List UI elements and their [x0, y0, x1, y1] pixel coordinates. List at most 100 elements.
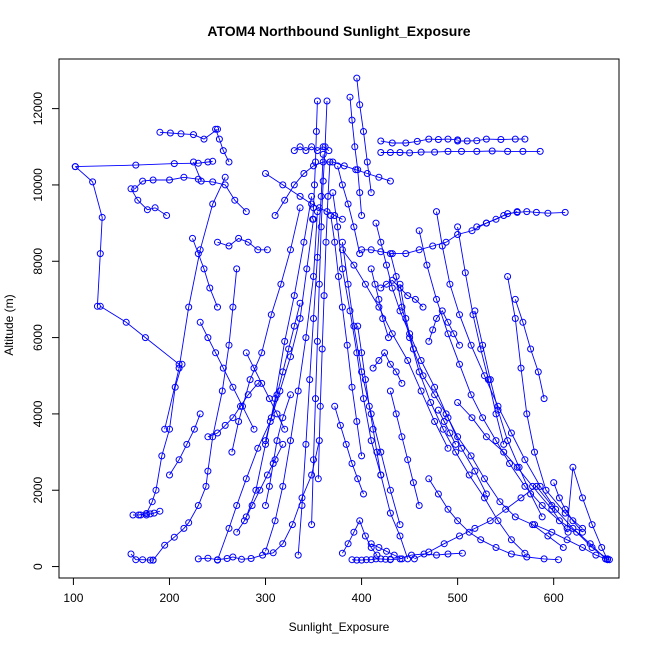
data-point — [439, 425, 447, 433]
data-point — [269, 460, 277, 467]
data-point — [170, 160, 178, 168]
series-70 — [367, 265, 392, 342]
data-point — [343, 341, 351, 349]
data-point — [335, 273, 342, 280]
series-line — [418, 230, 608, 560]
data-point — [185, 519, 193, 527]
data-point — [433, 315, 440, 322]
data-point — [536, 147, 544, 155]
data-point — [196, 410, 204, 418]
data-point — [379, 315, 387, 322]
data-point — [194, 250, 202, 258]
data-point — [467, 452, 475, 460]
data-point — [504, 210, 512, 218]
data-point — [588, 521, 596, 529]
data-point — [605, 556, 613, 564]
data-point — [579, 494, 586, 502]
series-line — [436, 211, 606, 560]
data-point — [170, 533, 178, 541]
data-point — [388, 276, 396, 284]
data-point — [242, 208, 250, 216]
data-point — [417, 387, 425, 395]
data-point — [240, 517, 248, 525]
data-point — [433, 551, 440, 559]
x-tick-label: 100 — [63, 591, 83, 605]
series-18 — [308, 97, 331, 529]
data-point — [329, 189, 337, 197]
data-point — [361, 280, 369, 288]
data-point — [325, 147, 333, 155]
data-point — [377, 238, 385, 246]
data-point — [527, 345, 535, 353]
data-point — [465, 528, 473, 536]
data-point — [479, 341, 487, 349]
series-61 — [331, 402, 367, 498]
data-point — [290, 181, 298, 189]
data-point — [204, 554, 212, 562]
series-line — [389, 390, 420, 506]
data-point — [139, 556, 147, 564]
data-point — [194, 159, 202, 167]
series-39 — [471, 307, 546, 521]
data-point — [190, 131, 197, 139]
data-point — [194, 555, 202, 563]
data-point — [531, 521, 538, 529]
data-point — [148, 498, 156, 506]
y-tick-label: 12000 — [31, 92, 45, 126]
x-axis-label: Sunlight_Exposure — [289, 620, 390, 634]
data-point — [454, 433, 462, 441]
data-point — [190, 158, 197, 166]
data-point — [279, 482, 287, 490]
series-line — [342, 249, 449, 449]
series-40 — [531, 521, 613, 564]
series-line — [349, 97, 363, 216]
data-point — [482, 490, 490, 498]
data-point — [544, 532, 552, 540]
series-34 — [386, 250, 529, 557]
data-point — [486, 376, 494, 384]
data-point — [482, 219, 490, 227]
data-point — [467, 391, 475, 399]
data-point — [511, 295, 519, 303]
data-point — [180, 173, 188, 181]
data-point — [127, 550, 135, 558]
data-point — [382, 555, 390, 563]
data-point — [221, 421, 229, 429]
data-point — [386, 509, 394, 517]
series-6 — [71, 157, 217, 171]
y-tick-label: 4000 — [31, 400, 45, 427]
series-30 — [377, 147, 544, 157]
data-point — [425, 475, 433, 483]
data-point — [454, 399, 462, 406]
data-point — [266, 418, 274, 425]
series-line — [199, 322, 255, 430]
data-point — [532, 208, 540, 216]
data-point — [214, 556, 221, 564]
series-line — [342, 519, 378, 556]
data-point — [396, 532, 404, 540]
series-57 — [262, 299, 304, 445]
data-point — [214, 303, 221, 311]
data-point — [190, 425, 198, 433]
data-point — [281, 337, 289, 345]
data-point — [417, 148, 425, 156]
series-line — [152, 268, 238, 561]
data-point — [548, 502, 556, 509]
data-point — [392, 368, 400, 376]
data-point — [287, 437, 294, 445]
data-point — [348, 383, 356, 391]
data-point — [254, 246, 262, 254]
data-point — [200, 265, 208, 273]
data-point — [263, 471, 271, 479]
data-point — [434, 406, 442, 414]
data-point — [246, 376, 254, 384]
data-point — [386, 177, 394, 185]
data-point — [298, 502, 306, 509]
data-point — [209, 157, 217, 165]
data-point — [468, 227, 476, 235]
data-point — [409, 479, 417, 487]
data-point — [183, 440, 191, 448]
data-point — [425, 548, 433, 556]
data-point — [308, 521, 316, 529]
data-point — [238, 555, 245, 563]
